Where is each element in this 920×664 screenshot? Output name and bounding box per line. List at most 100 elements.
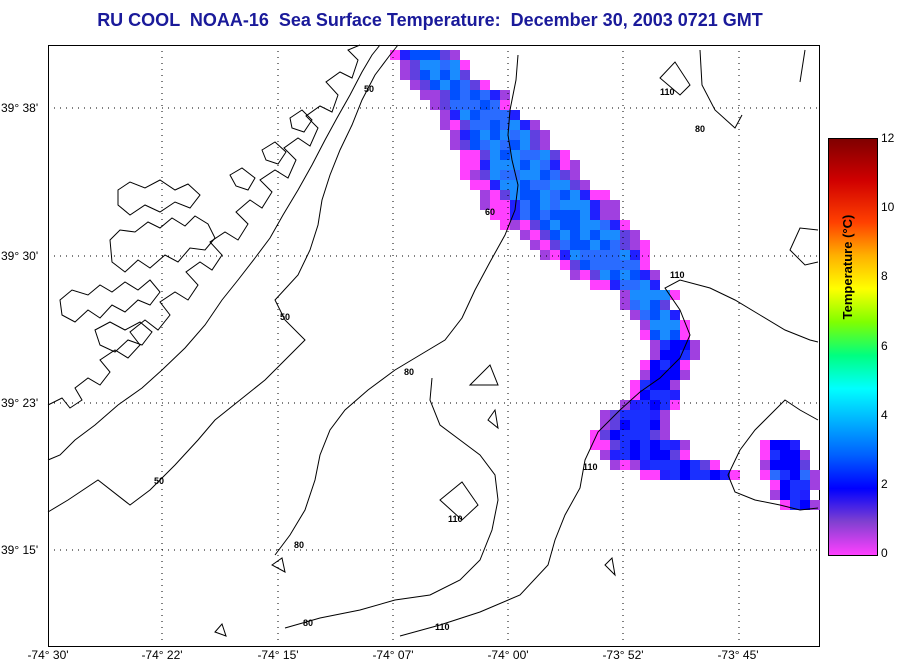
sst-pixel: [470, 170, 480, 180]
sst-pixel: [480, 190, 490, 200]
temperature-colorbar: [828, 138, 878, 556]
colorbar-tick: 12: [881, 131, 895, 145]
sst-pixel: [440, 90, 450, 100]
sst-pixel: [600, 190, 610, 200]
sst-pixel: [510, 170, 520, 180]
sst-pixel: [520, 160, 530, 170]
sst-pixel: [560, 230, 570, 240]
sst-pixel: [800, 480, 810, 490]
sst-pixel: [470, 80, 480, 90]
sst-pixel: [640, 300, 650, 310]
sst-pixel: [600, 220, 610, 230]
contour-label: 110: [660, 87, 675, 97]
sst-pixel: [580, 270, 590, 280]
sst-pixel: [630, 410, 640, 420]
sst-pixel: [450, 120, 460, 130]
sst-pixel: [640, 250, 650, 260]
sst-pixel: [510, 220, 520, 230]
sst-pixel: [800, 470, 810, 480]
sst-pixel: [590, 190, 600, 200]
sst-pixel: [550, 150, 560, 160]
sst-pixel: [620, 410, 630, 420]
sst-pixel: [530, 120, 540, 130]
sst-pixel: [630, 450, 640, 460]
sst-pixel: [520, 220, 530, 230]
sst-pixel: [670, 470, 680, 480]
sst-pixel: [670, 400, 680, 410]
sst-pixel: [460, 110, 470, 120]
sst-pixel: [590, 230, 600, 240]
sst-pixel: [670, 390, 680, 400]
sst-pixel: [650, 460, 660, 470]
sst-pixel: [610, 220, 620, 230]
sst-pixel: [500, 190, 510, 200]
sst-pixel: [640, 290, 650, 300]
sst-pixel: [650, 370, 660, 380]
sst-pixel: [640, 360, 650, 370]
sst-pixel: [550, 210, 560, 220]
sst-pixel: [490, 120, 500, 130]
sst-pixel: [570, 180, 580, 190]
sst-pixel: [540, 190, 550, 200]
sst-pixel: [650, 380, 660, 390]
sst-pixel: [570, 250, 580, 260]
sst-pixel: [680, 440, 690, 450]
sst-pixel: [490, 200, 500, 210]
colorbar-label: Temperature (°C): [840, 214, 855, 320]
sst-pixel: [630, 250, 640, 260]
sst-pixel: [660, 310, 670, 320]
sst-pixel: [670, 310, 680, 320]
sst-pixel: [460, 140, 470, 150]
sst-pixel: [420, 70, 430, 80]
sst-pixel: [580, 180, 590, 190]
lon-label: -74° 00': [487, 648, 529, 662]
sst-pixel: [630, 310, 640, 320]
sst-plume: [390, 50, 820, 510]
coastline: [47, 44, 381, 461]
sst-pixel: [560, 210, 570, 220]
sst-pixel: [670, 340, 680, 350]
sst-pixel: [610, 240, 620, 250]
sst-pixel: [490, 140, 500, 150]
sst-pixel: [690, 460, 700, 470]
sst-pixel: [480, 110, 490, 120]
sst-pixel: [670, 350, 680, 360]
sst-pixel: [660, 300, 670, 310]
sst-pixel: [630, 400, 640, 410]
sst-pixel: [580, 260, 590, 270]
sst-pixel: [700, 460, 710, 470]
sst-pixel: [620, 460, 630, 470]
sst-pixel: [670, 360, 680, 370]
sst-pixel: [680, 370, 690, 380]
sst-pixel: [710, 460, 720, 470]
sst-pixel: [550, 160, 560, 170]
sst-pixel: [400, 60, 410, 70]
sst-pixel: [530, 130, 540, 140]
sst-pixel: [510, 200, 520, 210]
sst-pixel: [640, 460, 650, 470]
sst-pixel: [460, 100, 470, 110]
sst-pixel: [500, 170, 510, 180]
sst-pixel: [560, 170, 570, 180]
lat-lon-grid: [48, 45, 818, 645]
sst-pixel: [620, 300, 630, 310]
sst-pixel: [560, 250, 570, 260]
sst-pixel: [780, 490, 790, 500]
sst-pixel: [540, 160, 550, 170]
sst-pixel: [790, 470, 800, 480]
sst-pixel: [640, 440, 650, 450]
sst-pixel: [800, 500, 810, 510]
sst-pixel: [570, 220, 580, 230]
sst-pixel: [480, 90, 490, 100]
sst-pixel: [670, 330, 680, 340]
sst-pixel: [550, 180, 560, 190]
sst-pixel: [460, 80, 470, 90]
sst-pixel: [500, 110, 510, 120]
sst-pixel: [790, 500, 800, 510]
sst-pixel: [500, 140, 510, 150]
sst-pixel: [510, 120, 520, 130]
sst-pixel: [430, 60, 440, 70]
sst-pixel: [690, 340, 700, 350]
sst-pixel: [480, 170, 490, 180]
sst-pixel: [610, 420, 620, 430]
